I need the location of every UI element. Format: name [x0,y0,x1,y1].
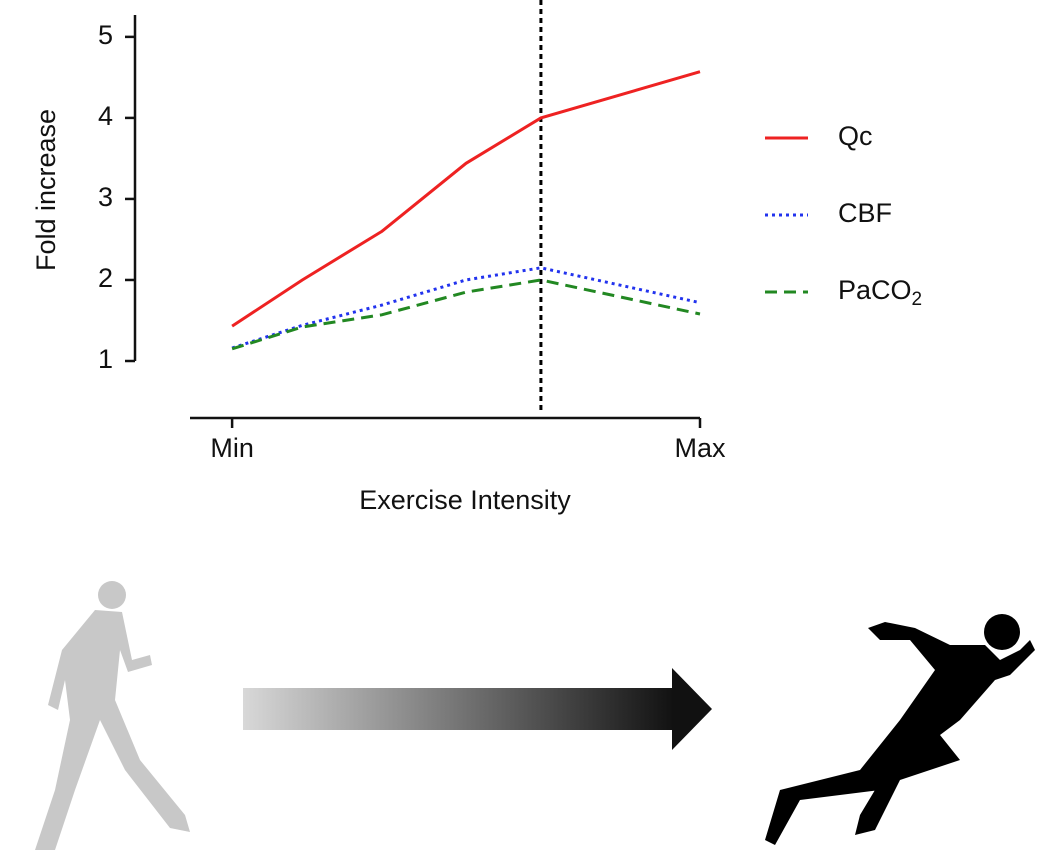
x-tick-label: Min [210,433,254,463]
runner [765,614,1035,845]
series-line [231,70,701,328]
y-tick-label: 3 [98,182,113,212]
y-tick-label: 4 [98,101,113,131]
walker [35,581,190,850]
x-tick-label: Max [674,433,726,463]
progress-arrow [243,668,712,750]
legend-label: PaCO2 [838,275,922,310]
y-tick-label: 5 [98,20,113,50]
series-line [231,278,701,351]
y-axis-label: Fold increase [31,109,61,271]
x-axis-label: Exercise Intensity [359,485,571,515]
y-tick-label: 2 [98,263,113,293]
legend-label: Qc [838,121,873,151]
y-tick-label: 1 [98,344,113,374]
legend-label: CBF [838,198,892,228]
